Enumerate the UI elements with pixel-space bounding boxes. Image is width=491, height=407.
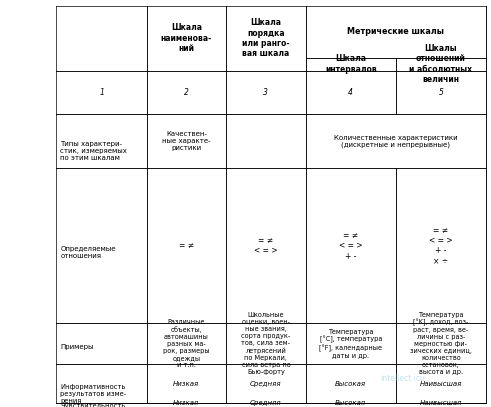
Bar — [226, 70, 305, 114]
Bar — [305, 6, 486, 58]
Text: Метрические шкалы: Метрические шкалы — [347, 27, 444, 36]
Text: Средняя: Средняя — [250, 381, 282, 387]
Text: Высокая: Высокая — [335, 381, 366, 387]
Text: intellect.icu: intellect.icu — [380, 374, 425, 383]
Bar — [147, 364, 226, 403]
Bar — [56, 6, 147, 70]
Text: 2: 2 — [184, 88, 189, 97]
Text: Типы характери-
стик, измеряемых
по этим шкалам: Типы характери- стик, измеряемых по этим… — [60, 141, 127, 162]
Text: = ≠: = ≠ — [179, 241, 194, 250]
Text: Наивысшая: Наивысшая — [420, 400, 462, 406]
Text: 5: 5 — [438, 88, 443, 97]
Text: Шкалы
отношений
и абсолютных
величин: Шкалы отношений и абсолютных величин — [409, 44, 472, 84]
Bar — [226, 6, 305, 70]
Text: Определяемые
отношения: Определяемые отношения — [60, 246, 116, 259]
Text: Средняя: Средняя — [250, 400, 282, 406]
Text: Шкала
интервалов: Шкала интервалов — [325, 55, 377, 74]
Bar — [147, 114, 226, 168]
Bar — [147, 168, 226, 323]
Text: Школьные
оценки, воен-
ные звания,
сорта продук-
тов, сила зем-
летрясений
по Ме: Школьные оценки, воен- ные звания, сорта… — [241, 312, 291, 375]
Text: Чувствительность
к погрешностям
измерения: Чувствительность к погрешностям измерени… — [60, 403, 126, 407]
Bar — [56, 70, 147, 114]
Bar — [396, 70, 486, 114]
Bar — [396, 323, 486, 364]
Bar — [56, 364, 147, 403]
Text: Шкала
порядка
или ранго-
вая шкала: Шкала порядка или ранго- вая шкала — [242, 18, 290, 59]
Bar — [147, 70, 226, 114]
Bar — [226, 114, 305, 168]
Text: 3: 3 — [264, 88, 269, 97]
Text: 1: 1 — [99, 88, 104, 97]
Text: Температура
[°C], температура
[°F], календарные
даты и др.: Температура [°C], температура [°F], кале… — [319, 328, 382, 359]
Text: Количественные характеристики
(дискретные и непрерывные): Количественные характеристики (дискретны… — [334, 135, 458, 148]
Text: Качествен-
ные характе-
ристики: Качествен- ные характе- ристики — [162, 131, 211, 151]
Bar — [147, 323, 226, 364]
Bar — [226, 168, 305, 323]
Bar — [396, 364, 486, 403]
Text: Высокая: Высокая — [335, 400, 366, 406]
Bar — [305, 70, 396, 114]
Text: Информативность
результатов изме-
рения: Информативность результатов изме- рения — [60, 384, 127, 404]
Bar — [305, 114, 486, 168]
Text: Примеры: Примеры — [60, 344, 94, 350]
Bar — [305, 364, 396, 403]
Bar — [56, 6, 486, 403]
Bar — [305, 58, 396, 70]
Text: = ≠
< = >
+ -: = ≠ < = > + - — [339, 231, 362, 260]
Text: 4: 4 — [348, 88, 353, 97]
Bar — [226, 323, 305, 364]
Text: Температура
[°K], доход, воз-
раст, время, ве-
личины с раз-
мерностью фи-
зичес: Температура [°K], доход, воз- раст, врем… — [410, 312, 472, 376]
Bar — [56, 323, 147, 364]
Bar — [147, 6, 226, 70]
Bar — [305, 168, 396, 323]
Bar — [396, 58, 486, 70]
Bar — [305, 323, 396, 364]
Bar — [56, 168, 147, 323]
Text: = ≠
< = >: = ≠ < = > — [254, 236, 278, 256]
Text: Низкая: Низкая — [173, 400, 199, 406]
Text: Наивысшая: Наивысшая — [420, 381, 462, 387]
Bar — [56, 114, 147, 168]
Bar — [226, 364, 305, 403]
Text: Шкала
наименова-
ний: Шкала наименова- ний — [161, 24, 212, 53]
Text: Различные
объекты,
автомашины
разных ма-
рок, размеры
одежды
и т.п.: Различные объекты, автомашины разных ма-… — [163, 319, 210, 368]
Bar — [396, 168, 486, 323]
Text: Низкая: Низкая — [173, 381, 199, 387]
Text: = ≠
< = >
+ -
× ÷: = ≠ < = > + - × ÷ — [429, 225, 453, 266]
